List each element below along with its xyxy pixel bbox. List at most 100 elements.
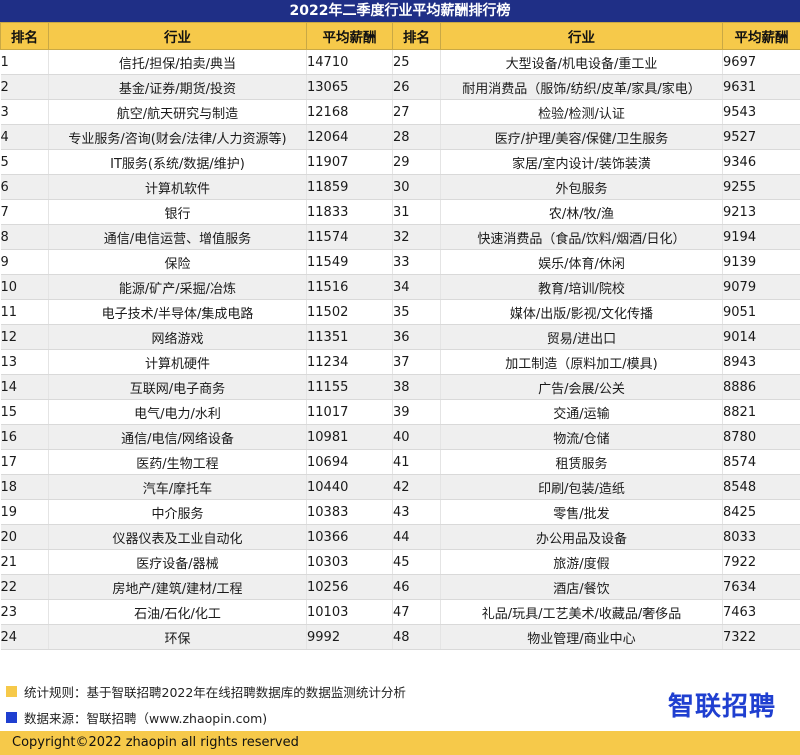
salary-cell: 10383 (306, 499, 393, 525)
salary-cell: 9697 (722, 49, 800, 75)
table-row: 17 医药/生物工程 10694 41 租赁服务 8574 (0, 449, 800, 475)
industry-cell: 汽车/摩托车 (48, 474, 307, 500)
industry-cell: 计算机软件 (48, 174, 307, 200)
rank-cell: 15 (0, 399, 49, 425)
salary-cell: 11502 (306, 299, 393, 325)
industry-cell: 电气/电力/水利 (48, 399, 307, 425)
industry-cell: 房地产/建筑/建材/工程 (48, 574, 307, 600)
header-salary-right: 平均薪酬 (722, 22, 800, 50)
salary-cell: 11351 (306, 324, 393, 350)
rank-cell: 24 (0, 624, 49, 650)
rank-cell: 39 (392, 399, 441, 425)
salary-cell: 12064 (306, 124, 393, 150)
salary-cell: 11574 (306, 224, 393, 250)
salary-cell: 7634 (722, 574, 800, 600)
industry-cell: 网络游戏 (48, 324, 307, 350)
table-row: 10 能源/矿产/采掘/冶炼 11516 34 教育/培训/院校 9079 (0, 274, 800, 300)
industry-cell: 互联网/电子商务 (48, 374, 307, 400)
industry-cell: 石油/石化/化工 (48, 599, 307, 625)
salary-cell: 10303 (306, 549, 393, 575)
table-row: 8 通信/电信运营、增值服务 11574 32 快速消费品（食品/饮料/烟酒/日化） 91… (0, 224, 800, 250)
rank-cell: 4 (0, 124, 49, 150)
rank-cell: 21 (0, 549, 49, 575)
table-row: 16 通信/电信/网络设备 10981 40 物流/仓储 8780 (0, 424, 800, 450)
rank-cell: 34 (392, 274, 441, 300)
salary-cell: 10440 (306, 474, 393, 500)
header-rank: 排名 (0, 22, 49, 50)
rank-cell: 40 (392, 424, 441, 450)
industry-cell: 媒体/出版/影视/文化传播 (440, 299, 723, 325)
header-salary: 平均薪酬 (306, 22, 393, 50)
industry-cell: 医疗/护理/美容/保健/卫生服务 (440, 124, 723, 150)
industry-cell: 计算机硬件 (48, 349, 307, 375)
industry-cell: 农/林/牧/渔 (440, 199, 723, 225)
salary-cell: 13065 (306, 74, 393, 100)
salary-cell: 9213 (722, 199, 800, 225)
salary-cell: 14710 (306, 49, 393, 75)
rank-cell: 31 (392, 199, 441, 225)
rank-cell: 14 (0, 374, 49, 400)
salary-cell: 11017 (306, 399, 393, 425)
table-row: 9 保险 11549 33 娱乐/体育/休闲 9139 (0, 249, 800, 275)
salary-cell: 8574 (722, 449, 800, 475)
industry-cell: 环保 (48, 624, 307, 650)
industry-cell: 酒店/餐饮 (440, 574, 723, 600)
salary-cell: 11549 (306, 249, 393, 275)
zhaopin-logo: 智联招聘 (667, 692, 776, 722)
salary-cell: 11155 (306, 374, 393, 400)
salary-cell: 10103 (306, 599, 393, 625)
table-row: 5 IT服务(系统/数据/维护) 11907 29 家居/室内设计/装饰装潢 9346 (0, 149, 800, 175)
rank-cell: 37 (392, 349, 441, 375)
salary-cell: 9992 (306, 624, 393, 650)
salary-cell: 8425 (722, 499, 800, 525)
industry-cell: 物流/仓储 (440, 424, 723, 450)
rank-cell: 6 (0, 174, 49, 200)
salary-cell: 8548 (722, 474, 800, 500)
industry-cell: 租赁服务 (440, 449, 723, 475)
industry-cell: 办公用品及设备 (440, 524, 723, 550)
rank-cell: 16 (0, 424, 49, 450)
industry-cell: 医药/生物工程 (48, 449, 307, 475)
table-row: 4 专业服务/咨询(财会/法律/人力资源等) 12064 28 医疗/护理/美容/保健/… (0, 124, 800, 150)
table-row: 18 汽车/摩托车 10440 42 印刷/包装/造纸 8548 (0, 474, 800, 500)
rank-cell: 38 (392, 374, 441, 400)
table-row: 21 医疗设备/器械 10303 45 旅游/度假 7922 (0, 549, 800, 575)
rank-cell: 42 (392, 474, 441, 500)
industry-cell: 教育/培训/院校 (440, 274, 723, 300)
table-row: 3 航空/航天研究与制造 12168 27 检验/检测/认证 9543 (0, 99, 800, 125)
industry-cell: 物业管理/商业中心 (440, 624, 723, 650)
rank-cell: 47 (392, 599, 441, 625)
stat-rule-note: 统计规则：基于智联招聘2022年在线招聘数据库的数据监测统计分析 (6, 682, 406, 701)
rank-cell: 45 (392, 549, 441, 575)
industry-cell: 能源/矿产/采掘/冶炼 (48, 274, 307, 300)
industry-cell: 专业服务/咨询(财会/法律/人力资源等) (48, 124, 307, 150)
salary-cell: 9543 (722, 99, 800, 125)
table-row: 15 电气/电力/水利 11017 39 交通/运输 8821 (0, 399, 800, 425)
salary-cell: 7922 (722, 549, 800, 575)
industry-cell: 广告/会展/公关 (440, 374, 723, 400)
salary-cell: 9631 (722, 74, 800, 100)
stat-rule-text: 统计规则：基于智联招聘2022年在线招聘数据库的数据监测统计分析 (24, 685, 406, 700)
rank-cell: 41 (392, 449, 441, 475)
industry-cell: 通信/电信运营、增值服务 (48, 224, 307, 250)
table-row: 19 中介服务 10383 43 零售/批发 8425 (0, 499, 800, 525)
rank-cell: 3 (0, 99, 49, 125)
industry-cell: 外包服务 (440, 174, 723, 200)
rank-cell: 10 (0, 274, 49, 300)
rank-cell: 23 (0, 599, 49, 625)
table-row: 6 计算机软件 11859 30 外包服务 9255 (0, 174, 800, 200)
salary-cell: 10981 (306, 424, 393, 450)
industry-cell: 电子技术/半导体/集成电路 (48, 299, 307, 325)
salary-cell: 9194 (722, 224, 800, 250)
industry-cell: 医疗设备/器械 (48, 549, 307, 575)
salary-cell: 9139 (722, 249, 800, 275)
rank-cell: 9 (0, 249, 49, 275)
industry-cell: 耐用消费品（服饰/纺织/皮革/家具/家电） (440, 74, 723, 100)
header-rank-right: 排名 (392, 22, 441, 50)
industry-cell: 礼品/玩具/工艺美术/收藏品/奢侈品 (440, 599, 723, 625)
salary-cell: 9079 (722, 274, 800, 300)
industry-cell: 交通/运输 (440, 399, 723, 425)
industry-cell: 检验/检测/认证 (440, 99, 723, 125)
rank-cell: 46 (392, 574, 441, 600)
rank-cell: 48 (392, 624, 441, 650)
